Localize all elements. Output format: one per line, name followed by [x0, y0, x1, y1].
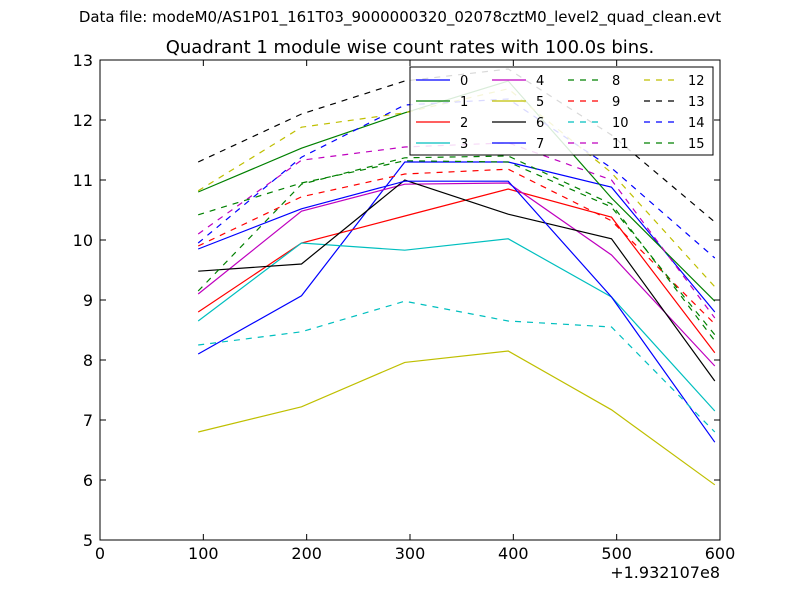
legend-label: 0 [460, 74, 468, 89]
x-tick-label: 100 [188, 544, 219, 563]
y-tick-label: 10 [73, 231, 93, 250]
series-line-2 [197, 188, 716, 354]
series-line-7 [197, 180, 716, 443]
series-line-5 [198, 350, 716, 486]
y-tick-label: 6 [83, 471, 93, 490]
legend-label: 11 [612, 137, 629, 152]
x-tick-label: 300 [395, 544, 426, 563]
legend-label: 7 [536, 137, 544, 152]
series-line-4 [197, 182, 716, 367]
y-tick-label: 5 [83, 531, 93, 550]
legend-label: 9 [612, 95, 620, 110]
x-tick-label: 500 [601, 544, 632, 563]
y-tick-label: 12 [73, 111, 93, 130]
y-tick-label: 11 [73, 171, 93, 190]
y-tick-label: 8 [83, 351, 93, 370]
legend-label: 10 [612, 116, 629, 131]
legend-label: 5 [536, 95, 544, 110]
series-line-15 [198, 160, 716, 336]
data-file-title: Data file: modeM0/AS1P01_161T03_90000003… [78, 8, 722, 26]
series-line-10 [198, 300, 716, 433]
x-tick-label: 400 [498, 544, 529, 563]
legend-label: 15 [688, 137, 705, 152]
legend-label: 14 [688, 116, 705, 131]
x-axis-offset-label: +1.932107e8 [610, 563, 720, 582]
legend-label: 3 [460, 137, 468, 152]
x-tick-label: 600 [705, 544, 736, 563]
legend-label: 2 [460, 116, 468, 131]
series-line-11 [197, 142, 716, 319]
x-tick-label: 200 [291, 544, 322, 563]
series-line-3 [197, 238, 716, 412]
y-tick-label: 13 [73, 51, 93, 70]
chart-title: Quadrant 1 module wise count rates with … [166, 37, 655, 58]
legend-label: 1 [460, 95, 468, 110]
x-tick-label: 0 [95, 544, 105, 563]
legend-label: 13 [688, 95, 705, 110]
legend-label: 8 [612, 74, 620, 89]
legend-label: 12 [688, 74, 705, 89]
y-tick-label: 9 [83, 291, 93, 310]
legend-box [409, 66, 714, 156]
legend-label: 6 [536, 116, 544, 131]
series-line-6 [198, 179, 716, 382]
series-line-8 [197, 155, 716, 342]
y-tick-label: 7 [83, 411, 93, 430]
legend-label: 4 [536, 74, 544, 89]
